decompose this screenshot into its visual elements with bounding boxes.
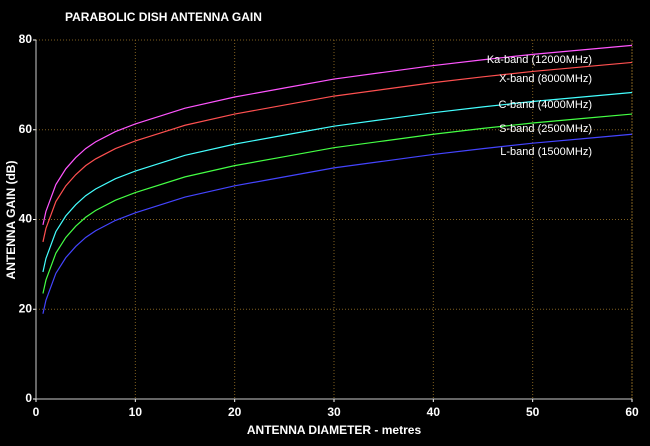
y-tick-label: 80 (19, 32, 33, 46)
series-line (42, 44, 633, 226)
chart-title: PARABOLIC DISH ANTENNA GAIN (65, 10, 262, 24)
series-line (42, 113, 633, 294)
legend-label: Ka-band (12000MHz) (487, 54, 592, 66)
y-tick-label: 40 (19, 212, 33, 226)
legend-label: X-band (8000MHz) (499, 73, 592, 85)
y-tick-label: 20 (19, 301, 33, 315)
legend-label: L-band (1500MHz) (500, 146, 592, 158)
x-tick-label: 60 (625, 405, 639, 419)
y-axis-label: ANTENNA GAIN (dB) (4, 161, 18, 280)
x-axis-label: ANTENNA DIAMETER - metres (247, 423, 422, 437)
y-tick-label: 60 (19, 122, 33, 136)
legend-label: S-band (2500MHz) (499, 123, 592, 135)
y-tick-label: 0 (25, 391, 32, 405)
series-line (42, 133, 633, 314)
series-line (42, 91, 633, 273)
x-tick-label: 0 (33, 405, 40, 419)
x-tick-label: 10 (129, 405, 143, 419)
x-tick-label: 20 (228, 405, 242, 419)
x-tick-label: 40 (427, 405, 441, 419)
series-line (42, 61, 633, 243)
x-tick-label: 30 (327, 405, 341, 419)
x-tick-label: 50 (526, 405, 540, 419)
legend-label: C-band (4000MHz) (498, 99, 592, 111)
